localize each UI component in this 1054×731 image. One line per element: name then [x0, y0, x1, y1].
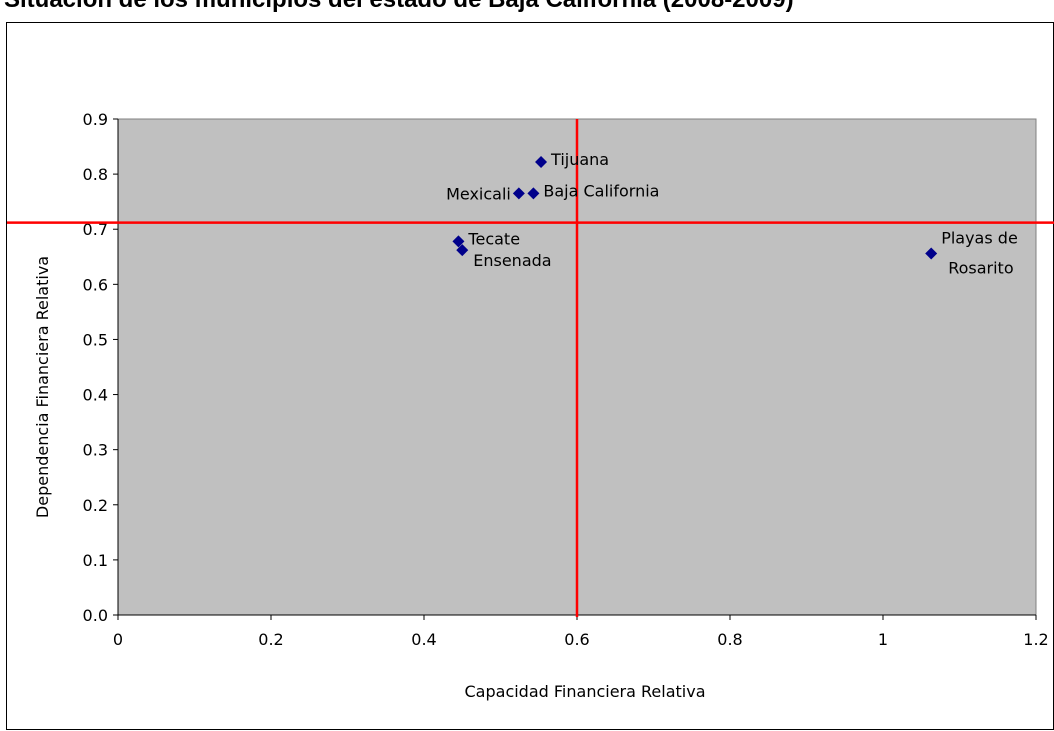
x-tick-label: 0.2: [258, 630, 283, 649]
x-tick-label: 0.8: [717, 630, 742, 649]
data-point-labels: Tijuana Mexicali Baja California Tecate Ense…: [446, 150, 1018, 277]
x-tick-label: 0.4: [411, 630, 436, 649]
y-tick-label: 0.6: [83, 275, 108, 294]
data-point-label: Tecate: [467, 229, 520, 248]
data-point-marker: [456, 244, 469, 257]
y-tick-label: 0.2: [83, 496, 108, 515]
x-tick-label: 0: [113, 630, 123, 649]
data-points: [452, 155, 938, 260]
chart-frame: 0 0.2 0.4 0.6 0.8 1 1.2 0.0 0.1 0.2 0.3 0.4 0.5 0.6 0…: [6, 22, 1054, 730]
scatter-chart: 0 0.2 0.4 0.6 0.8 1 1.2 0.00.10.20.30.40.50.60…: [7, 110, 1054, 701]
data-point-marker: [512, 187, 525, 200]
y-axis-label: Dependencia Financiera Relativa: [33, 256, 52, 518]
data-point-marker: [527, 187, 540, 200]
y-axis: 0.0 0.1 0.2 0.3 0.4 0.5 0.6 0.7 0.8 0.9: [83, 110, 119, 625]
data-point-label: Baja California: [543, 181, 659, 200]
data-point-label: Tijuana: [550, 150, 609, 169]
y-tick-label: 0.3: [83, 441, 108, 460]
x-tick-label: 0.6: [564, 630, 589, 649]
data-point-marker: [452, 235, 465, 248]
data-point-label: Ensenada: [473, 251, 551, 270]
data-point-marker: [925, 247, 938, 260]
x-tick-label: 1: [878, 630, 888, 649]
x-tick-label: 1.2: [1023, 630, 1048, 649]
data-point-marker: [535, 155, 548, 168]
y-tick-label: 0.8: [83, 165, 108, 184]
y-tick-label: 0.9: [83, 110, 108, 129]
data-point-label: Rosarito: [948, 258, 1013, 277]
page-title: Situación de los municipios del estado d…: [4, 0, 794, 14]
y-tick-label: 0.4: [83, 386, 108, 405]
x-axis-label: Capacidad Financiera Relativa: [465, 682, 706, 701]
data-point-label: Playas de: [941, 228, 1018, 247]
y-tick-label: 0.5: [83, 330, 108, 349]
data-point-label: Mexicali: [446, 184, 511, 203]
reference-lines: [7, 119, 1054, 617]
y-tick-label: 0.0: [83, 606, 108, 625]
x-axis: 0 0.2 0.4 0.6 0.8 1 1.2: [113, 614, 1049, 649]
y-tick-label: 0.7: [83, 220, 108, 239]
y-tick-label: 0.1: [83, 551, 108, 570]
